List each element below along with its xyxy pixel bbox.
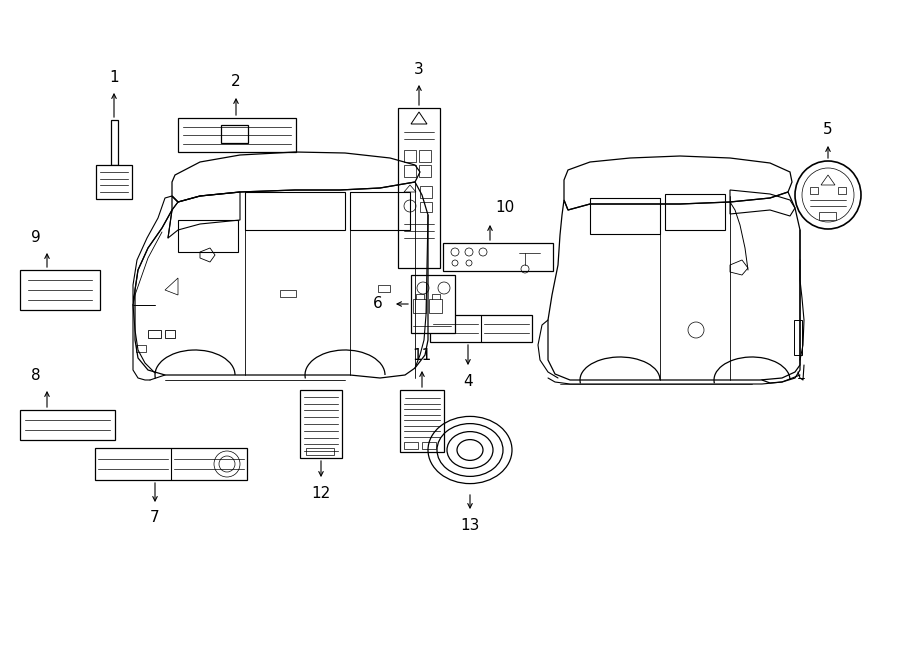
Bar [404, 150, 416, 162]
Bar [411, 275, 455, 333]
Text: 11: 11 [412, 348, 432, 362]
Bar [420, 202, 432, 212]
Text: 7: 7 [150, 510, 160, 525]
Text: 13: 13 [460, 518, 480, 533]
Bar [404, 442, 418, 449]
Bar [838, 187, 846, 194]
Bar [95, 448, 247, 480]
Bar [404, 165, 416, 177]
Bar [413, 299, 426, 313]
Bar [178, 220, 238, 252]
Bar [178, 118, 296, 152]
Bar [810, 187, 818, 194]
Bar [136, 345, 146, 352]
Bar [306, 448, 334, 455]
Bar [419, 165, 431, 177]
Bar [280, 290, 296, 297]
Bar [422, 442, 436, 449]
Text: 1: 1 [109, 69, 119, 85]
Text: 2: 2 [231, 75, 241, 89]
Text: 10: 10 [495, 200, 515, 215]
Bar [300, 390, 342, 458]
Bar [665, 194, 725, 230]
Bar [429, 299, 442, 313]
Bar [420, 186, 432, 198]
Bar [20, 270, 100, 310]
Bar [419, 150, 431, 162]
Bar [221, 125, 248, 143]
Bar [20, 410, 115, 440]
Bar [245, 192, 345, 230]
Text: 4: 4 [464, 375, 472, 389]
Text: 12: 12 [311, 485, 330, 500]
Text: 9: 9 [32, 229, 40, 245]
Bar [590, 198, 660, 234]
Bar [350, 192, 410, 230]
Bar [111, 120, 118, 165]
Text: 5: 5 [824, 122, 832, 137]
Bar [794, 320, 802, 355]
Text: 6: 6 [374, 297, 382, 311]
Bar [148, 330, 161, 338]
Text: 3: 3 [414, 63, 424, 77]
Bar [378, 285, 390, 292]
Bar [819, 212, 836, 220]
Bar [400, 390, 444, 452]
Bar [165, 330, 175, 338]
Bar [96, 165, 132, 199]
Bar [398, 108, 440, 268]
Text: 8: 8 [32, 368, 40, 383]
Bar [430, 315, 532, 342]
Bar [443, 243, 553, 271]
